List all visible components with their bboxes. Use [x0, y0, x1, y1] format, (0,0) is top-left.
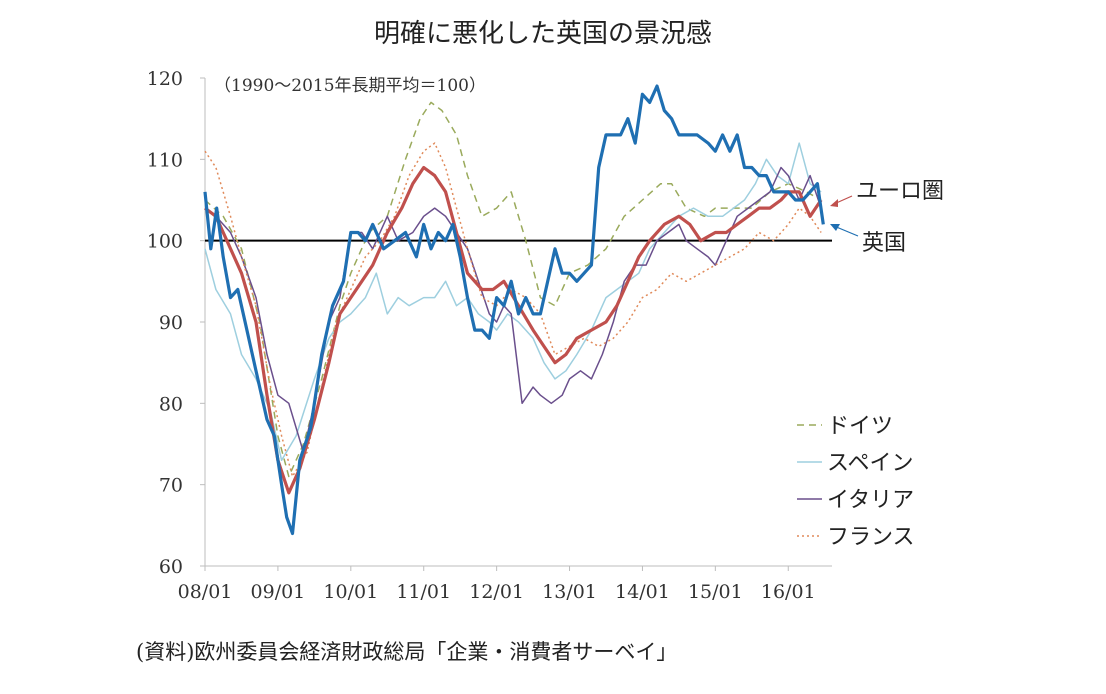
- x-tick-label: 09/01: [251, 581, 306, 603]
- legend-label: スペイン: [827, 451, 913, 476]
- uk-arrow: [833, 225, 859, 237]
- x-tick-label: 14/01: [615, 581, 670, 603]
- legend-label: ドイツ: [827, 414, 893, 439]
- chart-note: （1990〜2015年長期平均＝100）: [214, 76, 486, 96]
- y-tick-label: 60: [159, 556, 183, 578]
- x-tick-label: 11/01: [396, 581, 451, 603]
- y-tick-label: 70: [159, 475, 183, 497]
- y-tick-label: 120: [147, 68, 183, 90]
- x-tick-label: 10/01: [323, 581, 378, 603]
- uk-label: 英国: [862, 231, 906, 256]
- y-tick-label: 110: [147, 149, 183, 171]
- series-line-2: [204, 166, 822, 453]
- legend-label: フランス: [827, 525, 915, 550]
- x-tick-label: 15/01: [688, 581, 743, 603]
- x-tick-label: 16/01: [761, 581, 816, 603]
- x-tick-label: 12/01: [469, 581, 524, 603]
- x-tick-label: 13/01: [542, 581, 597, 603]
- series-line-3: [204, 142, 822, 478]
- euro-label: ユーロ圏: [856, 179, 944, 204]
- y-tick-label: 90: [159, 312, 183, 334]
- legend-label: イタリア: [827, 488, 914, 513]
- y-tick-label: 80: [159, 393, 183, 415]
- y-tick-label: 100: [147, 231, 183, 253]
- annotations: ユーロ圏 英国: [830, 179, 944, 256]
- euro-arrowhead: [830, 199, 838, 207]
- series-group: [203, 84, 825, 536]
- uk-arrowhead: [830, 224, 840, 231]
- series-line-1: [204, 142, 822, 462]
- source-note: (資料)欧州委員会経済財政総局「企業・消費者サーベイ」: [136, 640, 677, 664]
- chart-title: 明確に悪化した英国の景況感: [374, 19, 712, 49]
- series-line-5: [203, 84, 825, 536]
- ticks: 60 70 80 90 100 110 120 08/01 09/01 10/01 11/01 12/…: [147, 68, 816, 603]
- x-tick-label: 08/01: [178, 581, 233, 603]
